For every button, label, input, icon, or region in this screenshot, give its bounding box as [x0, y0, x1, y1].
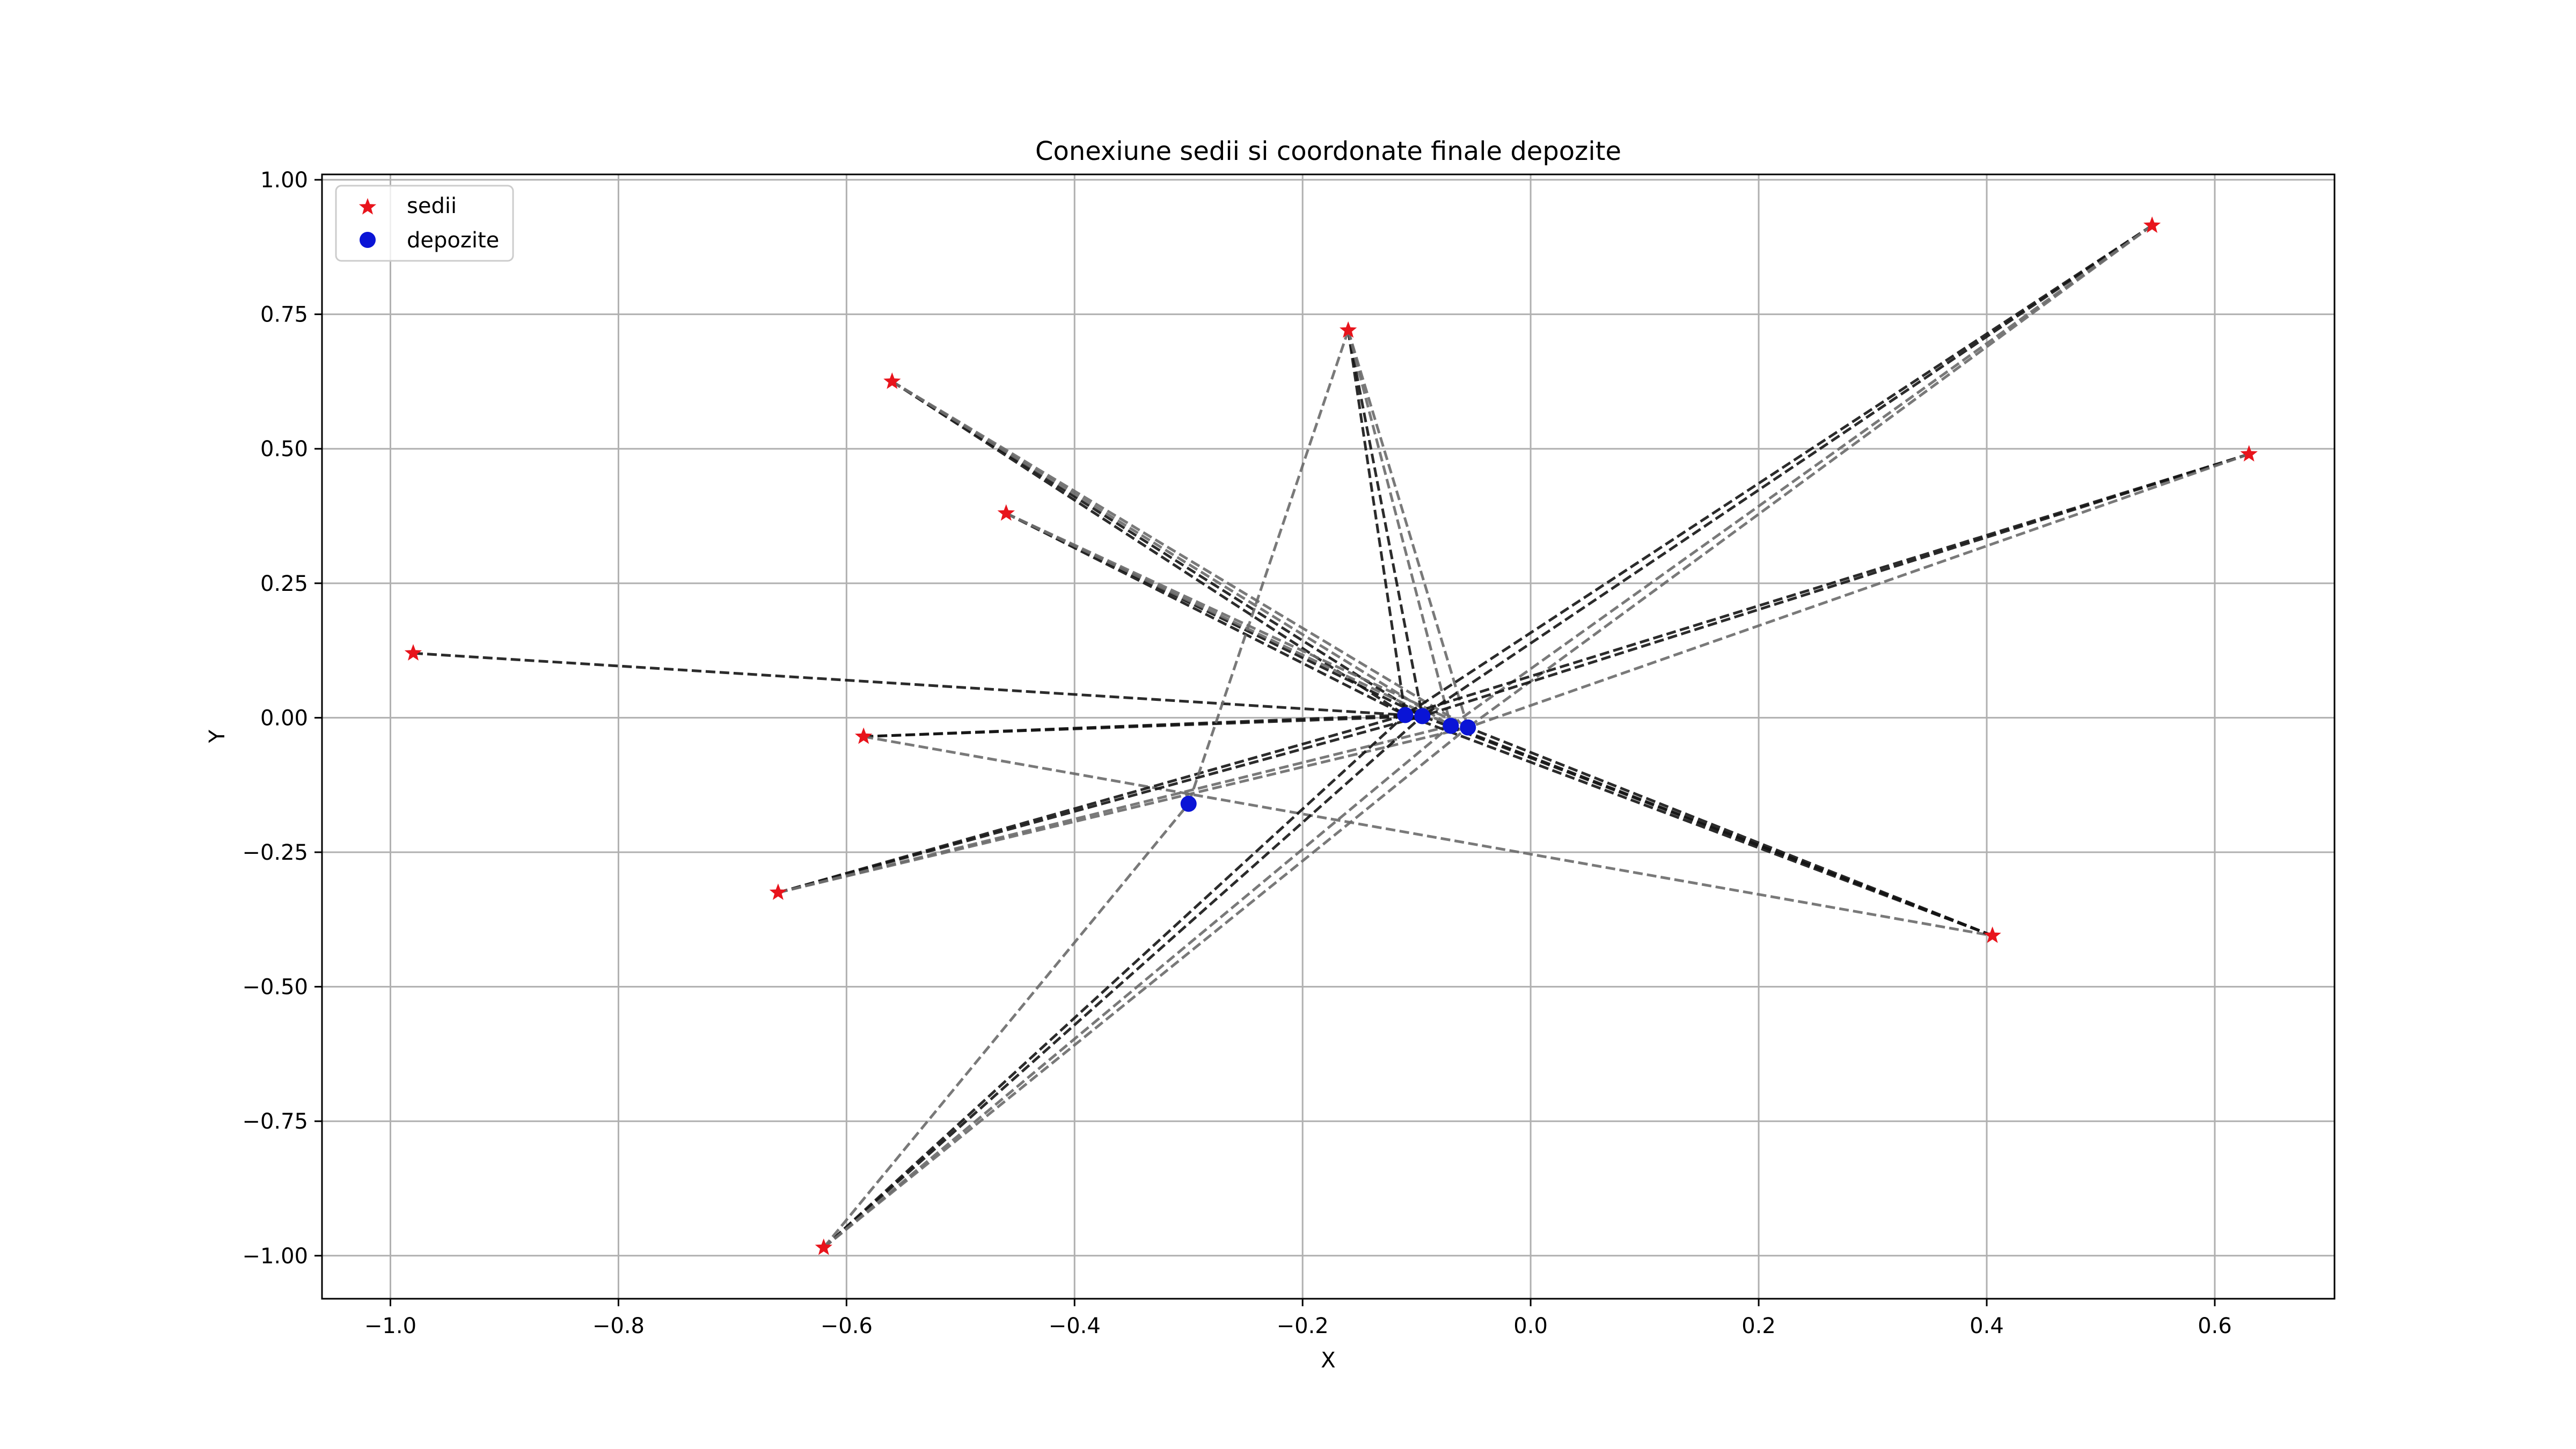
x-tick-label: −1.0 [364, 1314, 416, 1338]
connection-line [1450, 724, 1993, 937]
legend-circle-icon [360, 232, 376, 248]
legend: sedii depozite [335, 185, 514, 262]
depozit-point [1180, 795, 1197, 812]
sediu-point [1984, 926, 2001, 943]
depozit-point [1460, 719, 1476, 736]
data-points [404, 216, 2258, 1255]
connection-line [1404, 224, 2153, 716]
connection-line [778, 713, 1406, 894]
y-tick-label: −1.00 [242, 1244, 308, 1269]
connection-line [1005, 512, 1452, 727]
connection-line [1422, 452, 2250, 718]
y-tick-label: 1.00 [260, 168, 308, 193]
connection-line [778, 726, 1468, 894]
y-axis-label: Y [205, 729, 230, 743]
depozit-point [1397, 707, 1414, 723]
sediu-point [2143, 216, 2161, 233]
sediu-point [2240, 445, 2258, 462]
connection-line [863, 714, 1423, 738]
depozit-point [1443, 718, 1459, 734]
connection-line [891, 380, 1406, 716]
connection-line [863, 735, 1993, 937]
connection-line [413, 652, 1406, 716]
connection-line [1346, 330, 1407, 715]
connection-line [823, 715, 1423, 1249]
connection-line [822, 803, 1190, 1249]
x-tick-label: −0.6 [821, 1314, 873, 1338]
legend-box [335, 185, 514, 262]
depozit-point [1414, 708, 1431, 724]
x-tick-label: −0.2 [1277, 1314, 1329, 1338]
connection-line [1421, 224, 2153, 718]
connection-lines [413, 224, 2250, 1249]
connection-line [1346, 330, 1452, 727]
y-tick-label: −0.25 [242, 840, 308, 865]
y-tick-label: 0.50 [260, 437, 308, 462]
connection-line [1467, 452, 2250, 729]
sediu-point [815, 1238, 832, 1255]
x-tick-label: 0.6 [2198, 1314, 2232, 1338]
x-tick-label: 0.2 [1741, 1314, 1776, 1338]
legend-label-depozite: depozite [407, 228, 499, 253]
connection-line [823, 724, 1452, 1249]
sediu-point [883, 372, 901, 389]
plot-frame [321, 173, 2336, 1300]
sediu-point [855, 727, 873, 744]
connection-line [823, 714, 1407, 1249]
axis-ticks: −1.0 −0.8 −0.6 −0.4 −0.2 0.0 0.2 0.4 0.6 1.00 0.75… [242, 168, 2231, 1338]
connection-line [1346, 330, 1424, 716]
connection-line [891, 380, 1452, 727]
y-tick-label: 0.25 [260, 572, 308, 596]
y-tick-label: 0.75 [260, 303, 308, 327]
x-axis-label: X [1321, 1348, 1335, 1373]
chart-title: Conexiune sedii si coordonate finale dep… [1035, 136, 1621, 166]
x-tick-label: 0.4 [1970, 1314, 2004, 1338]
sediu-point [997, 504, 1015, 521]
connection-line [1467, 224, 2153, 729]
legend-label-sedii: sedii [407, 194, 457, 218]
x-tick-label: 0.0 [1513, 1314, 1548, 1338]
sediu-point [1340, 321, 1357, 338]
y-tick-label: 0.00 [260, 706, 308, 730]
legend-star-icon [358, 198, 377, 215]
connection-line [1005, 512, 1469, 729]
sediu-point [769, 883, 787, 900]
connection-line [891, 380, 1469, 729]
connection-line [823, 726, 1469, 1249]
x-tick-label: −0.8 [592, 1314, 645, 1338]
y-tick-label: −0.75 [242, 1109, 308, 1134]
connection-line [1450, 224, 2153, 727]
x-tick-label: −0.4 [1049, 1314, 1101, 1338]
y-tick-label: −0.50 [242, 975, 308, 1000]
connection-line [1467, 726, 1993, 937]
sediu-point [404, 644, 422, 661]
